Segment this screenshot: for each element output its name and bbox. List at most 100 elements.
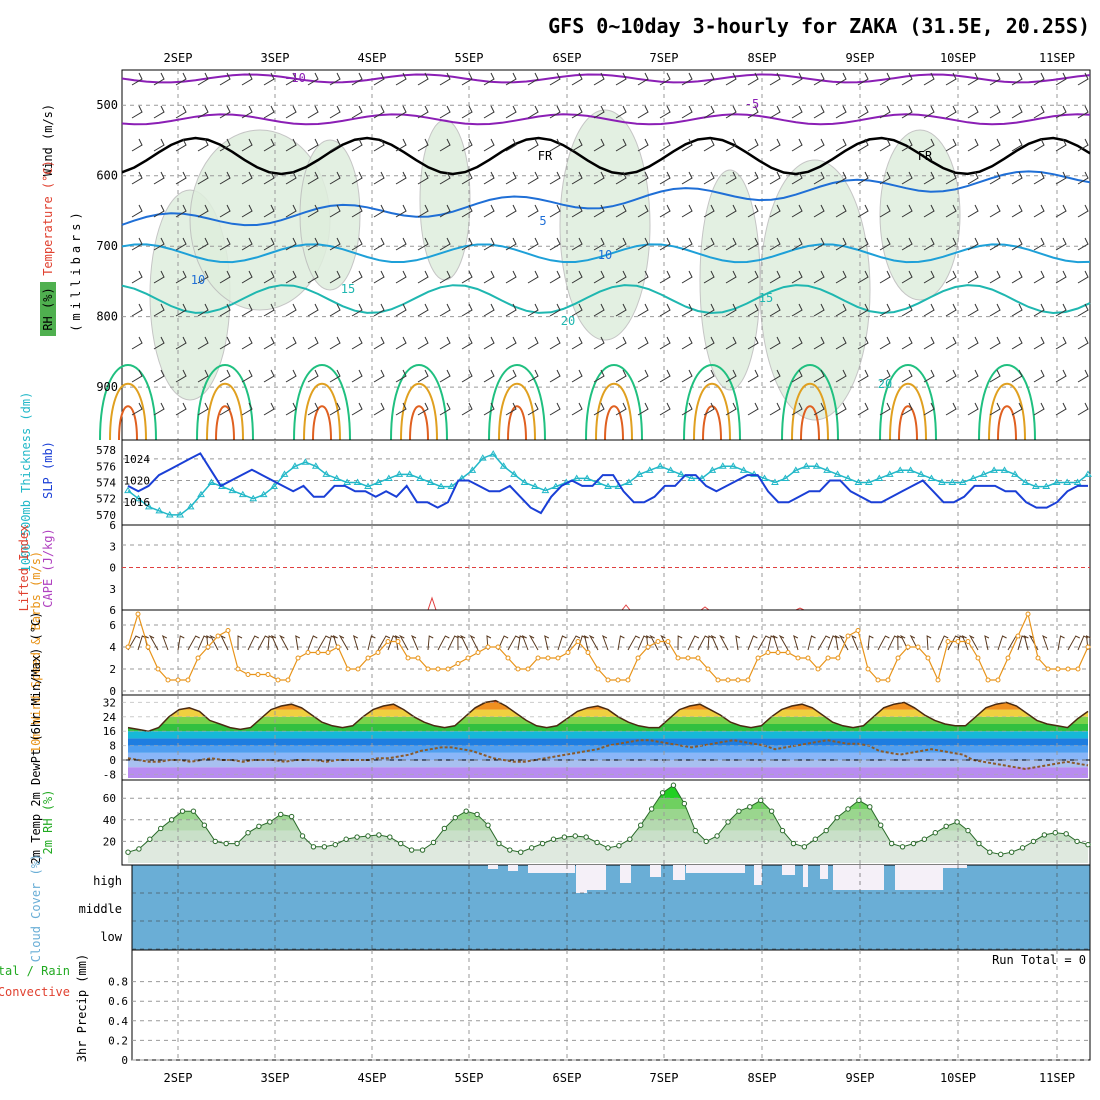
wind-barb: [659, 237, 671, 251]
rh-point: [190, 808, 197, 814]
wind-barb: [747, 72, 759, 86]
rh-tick-label: 20: [103, 835, 116, 848]
thickness-point: [489, 450, 498, 457]
surface-wind-barb: [617, 635, 625, 651]
wind-barb: [835, 237, 847, 251]
wind-barb: [197, 204, 209, 218]
thickness-point: [499, 462, 508, 469]
rh-point: [812, 836, 818, 842]
wind-barb: [1033, 237, 1045, 251]
wind-barb: [857, 138, 869, 152]
cloud-gap: [528, 865, 575, 873]
thickness-point: [1084, 470, 1092, 477]
cape-tick-label: 3: [109, 540, 116, 553]
isotherm-line-20: [585, 364, 643, 441]
wind-barb: [1077, 402, 1089, 416]
wind-barb: [527, 336, 539, 350]
wind-barb: [197, 138, 209, 152]
wind-barb: [483, 369, 495, 383]
wind-speed-point: [865, 666, 871, 672]
rh-point: [245, 830, 251, 836]
wind-barb: [593, 171, 605, 185]
wind-barb: [395, 105, 407, 119]
thickness-point: [238, 490, 247, 498]
surface-wind-barb: [778, 634, 789, 651]
isotherm-line-25: [889, 382, 927, 441]
rh-point: [1030, 838, 1037, 845]
wind-barb: [263, 138, 275, 152]
wind-barb: [681, 204, 693, 218]
side-labels: Wind (m/s) Temperature (°C) RH (%) (mill…: [0, 104, 1086, 1062]
temp-band: [128, 731, 1088, 739]
contour-label: 10: [191, 273, 205, 287]
thickness-point: [948, 478, 957, 485]
thickness-point: [739, 466, 748, 473]
cloud-gap: [895, 865, 943, 890]
wind-barb: [945, 237, 957, 251]
isotherm-line-25: [109, 382, 147, 441]
wind-barb: [131, 72, 143, 86]
surface-wind-barb: [447, 635, 459, 651]
surface-wind-barb: [719, 634, 729, 651]
wind-barb: [989, 270, 1001, 284]
wind-speed-point: [965, 639, 971, 644]
wind-barb: [901, 204, 913, 218]
date-label-top: 7SEP: [650, 51, 679, 65]
wind-barb: [1011, 336, 1023, 350]
wind-barb: [549, 171, 561, 185]
wind-barb: [1033, 369, 1045, 383]
wind-barb: [659, 270, 671, 284]
surface-wind-barb: [697, 635, 710, 651]
wind-barb: [879, 369, 891, 383]
wind-barb: [395, 402, 407, 416]
wind-speed-point: [1015, 633, 1021, 639]
wind-barb: [131, 369, 143, 383]
thickness-point: [583, 474, 592, 481]
thickness-point: [875, 474, 884, 481]
thickness-point: [228, 486, 237, 494]
surface-wind-barb: [460, 634, 469, 651]
wind-barb: [483, 72, 495, 86]
wind-barb: [351, 171, 363, 185]
lifted-index-spike: [427, 596, 437, 611]
pressure-tick-label: 700: [96, 239, 118, 253]
wind-speed-point: [455, 661, 461, 666]
thickness-point: [572, 474, 581, 481]
wind-barb: [659, 402, 671, 416]
wind-tick-label: 6: [109, 619, 116, 632]
surface-wind-barb: [660, 634, 669, 651]
rh-point: [605, 845, 611, 851]
isotherm-line-20: [781, 364, 839, 441]
wind-barb: [417, 303, 429, 317]
wind-speed-point: [615, 677, 621, 683]
wind10m-axis-label: 10m Wind Speed & Barbs (m/s): [29, 551, 43, 753]
wind-barb: [615, 72, 627, 86]
wind-speed-point: [205, 644, 211, 650]
rh-point: [485, 822, 491, 828]
wind-barb: [241, 237, 253, 251]
wind-barb: [1033, 204, 1045, 218]
wind-barb: [901, 270, 913, 284]
temp-band: [128, 752, 1088, 760]
wind-barb: [549, 204, 561, 218]
wind-barb: [417, 336, 429, 350]
wind-barb: [395, 303, 407, 317]
surface-wind-barb: [707, 635, 714, 651]
cloud-gap: [754, 865, 762, 885]
thickness-point: [938, 478, 946, 485]
wind-speed-point: [595, 666, 601, 672]
wind-barb: [285, 72, 297, 86]
wind-barb: [263, 270, 275, 284]
wind-barb: [725, 171, 737, 185]
wind-speed-point: [125, 644, 131, 650]
wind-barb: [659, 369, 671, 383]
wind-barb: [307, 105, 319, 119]
wind-barb: [505, 72, 517, 86]
wind-speed-point: [385, 639, 391, 644]
wind-barb: [857, 204, 869, 218]
thickness-point: [165, 510, 174, 518]
surface-wind-barb: [557, 635, 567, 651]
wind-speed-point: [1045, 666, 1051, 672]
wind-speed-point: [875, 677, 881, 683]
temp2m-line: [127, 699, 1089, 732]
